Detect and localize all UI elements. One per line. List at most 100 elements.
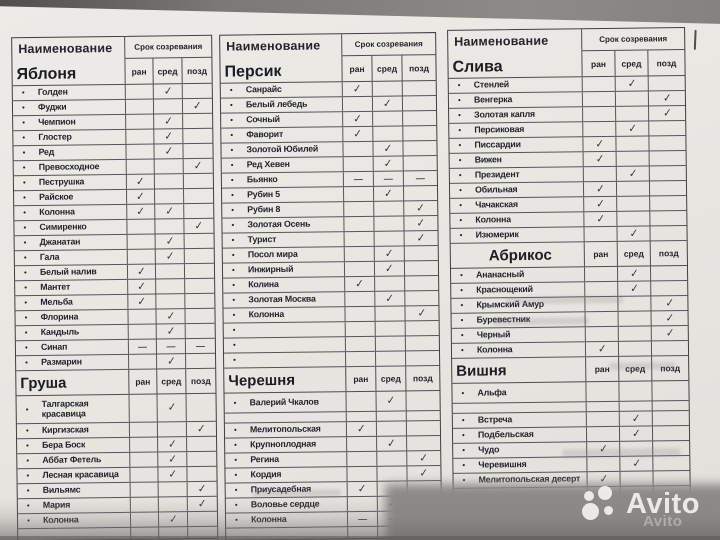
variety-name-cell: • Аббат Фетель <box>17 452 131 469</box>
bullet-icon: • <box>231 190 234 200</box>
dash-mark: — <box>195 340 205 351</box>
section-header: Абрикос ран сред позд <box>450 241 687 269</box>
ripening-mark-cell <box>187 394 216 421</box>
ripening-mark-cell <box>582 91 617 107</box>
ripening-mark-cell <box>650 226 686 240</box>
section-header: Вишня ран сред позд <box>452 355 689 384</box>
checkmark-icon: ✓ <box>595 152 605 166</box>
bullet-icon: • <box>26 441 29 451</box>
ripening-mark-cell: ✓ <box>374 261 406 276</box>
photo-bottom-shadow <box>0 498 720 540</box>
ripening-subheader: ран сред позд <box>582 50 684 77</box>
ripening-mark-cell <box>372 81 403 96</box>
avito-watermark-echo: Avito <box>643 513 682 530</box>
ripening-subheader-early: ран <box>346 366 377 392</box>
ripening-mark-cell: ✓ <box>157 354 187 369</box>
table-header: Наименование Яблоня Срок созревания ран сред… <box>12 35 212 87</box>
ripening-mark-cell <box>183 129 212 143</box>
variety-name-cell: • Колонна <box>14 204 128 221</box>
ripening-mark-cell: ✓ <box>127 264 157 279</box>
ripening-mark-cell <box>618 341 653 356</box>
ripening-mark-cell <box>185 309 214 323</box>
variety-name: Бьянко <box>246 174 278 185</box>
ripening-mark-cell: ✓ <box>373 141 404 156</box>
bullet-icon: • <box>23 208 27 218</box>
bullet-icon: • <box>22 118 26 128</box>
variety-name-cell: • Флорина <box>15 309 129 326</box>
checkmark-icon: ✓ <box>419 451 429 465</box>
checkmark-icon: ✓ <box>164 234 175 248</box>
ripening-mark-cell <box>374 216 405 231</box>
ripening-mark-cell <box>185 294 214 308</box>
ripening-mark-cell <box>125 99 155 114</box>
ripening-subheader-mid: сред <box>376 366 407 391</box>
checkmark-icon: ✓ <box>136 264 147 279</box>
bullet-icon: • <box>26 486 30 496</box>
ripening-mark-cell <box>183 144 212 158</box>
variety-name: Обильная <box>474 184 518 195</box>
ripening-mark-cell: ✓ <box>345 276 376 292</box>
variety-name-cell: • Президент <box>449 167 584 183</box>
bleed-artifact <box>492 317 589 326</box>
variety-name: Посол мира <box>247 248 298 260</box>
ripening-mark-cell: ✓ <box>155 249 185 264</box>
variety-name: Крупноплодная <box>250 438 317 450</box>
bullet-icon: • <box>23 223 27 233</box>
ripening-mark-cell <box>187 437 216 451</box>
ripening-mark-cell: ✓ <box>187 422 216 436</box>
ripening-mark-cell: ✓ <box>619 426 654 441</box>
variety-name-cell: • <box>223 337 346 353</box>
variety-name-cell: • Симиренко <box>14 219 128 236</box>
ripening-mark-cell <box>586 411 620 427</box>
variety-name: Персиковая <box>474 124 525 135</box>
bullet-icon: • <box>461 415 465 425</box>
ripening-mark-cell: ✓ <box>407 466 440 480</box>
bullet-icon: • <box>24 328 28 338</box>
ripening-mark-cell: ✓ <box>652 311 688 325</box>
ripening-mark-cell: ✓ <box>347 481 378 497</box>
variety-name: Подбельская <box>477 428 534 440</box>
ripening-mark-cell <box>130 482 159 497</box>
variety-name-cell: • Сочный <box>221 112 344 128</box>
variety-name-cell: • Персиковая <box>449 122 584 138</box>
ripening-mark-cell <box>407 436 440 450</box>
bullet-icon: • <box>24 283 28 293</box>
variety-name-cell: • Черевишня <box>453 457 588 473</box>
name-header-label: Наименование <box>18 41 113 57</box>
checkmark-icon: ✓ <box>352 82 362 96</box>
ripening-mark-cell <box>127 249 156 264</box>
ripening-mark-cell: ✓ <box>649 106 685 120</box>
checkmark-icon: ✓ <box>137 294 147 309</box>
ripening-mark-cell: — <box>343 171 374 187</box>
ripening-mark-cell: ✓ <box>127 189 156 204</box>
ripening-mark-cell: ✓ <box>405 306 438 320</box>
bleed-artifact <box>609 362 676 370</box>
ripening-mark-cell: — <box>186 339 215 353</box>
bullet-icon: • <box>460 285 464 295</box>
variety-name: Превосходное <box>38 161 100 172</box>
variety-name-cell: • Рубин 5 <box>221 187 345 203</box>
bullet-icon: • <box>458 185 462 195</box>
checkmark-icon: ✓ <box>167 452 177 466</box>
variety-name: Регина <box>250 454 279 465</box>
checkmark-icon: ✓ <box>386 394 396 408</box>
ripening-mark-cell <box>347 451 378 467</box>
ripening-mark-cell <box>185 264 214 278</box>
bullet-icon: • <box>229 85 233 95</box>
ripening-mark-cell <box>403 111 436 125</box>
ripening-mark-cell: ✓ <box>617 266 652 281</box>
variety-name-cell: • Регина <box>225 452 348 468</box>
ripening-mark-cell <box>405 276 438 290</box>
variety-name: Кандыль <box>40 326 80 337</box>
ripening-mark-cell <box>653 401 689 410</box>
ripening-mark-cell <box>344 231 375 247</box>
ripening-mark-cell <box>154 159 184 174</box>
ripening-mark-cell <box>186 354 215 368</box>
checkmark-icon: ✓ <box>165 249 175 263</box>
ripening-mark-cell <box>650 181 686 195</box>
checkmark-icon: ✓ <box>629 266 639 281</box>
ripening-mark-cell <box>374 201 405 216</box>
checkmark-icon: ✓ <box>196 422 207 436</box>
variety-name: Встреча <box>477 414 513 425</box>
ripening-mark-cell <box>405 261 438 275</box>
